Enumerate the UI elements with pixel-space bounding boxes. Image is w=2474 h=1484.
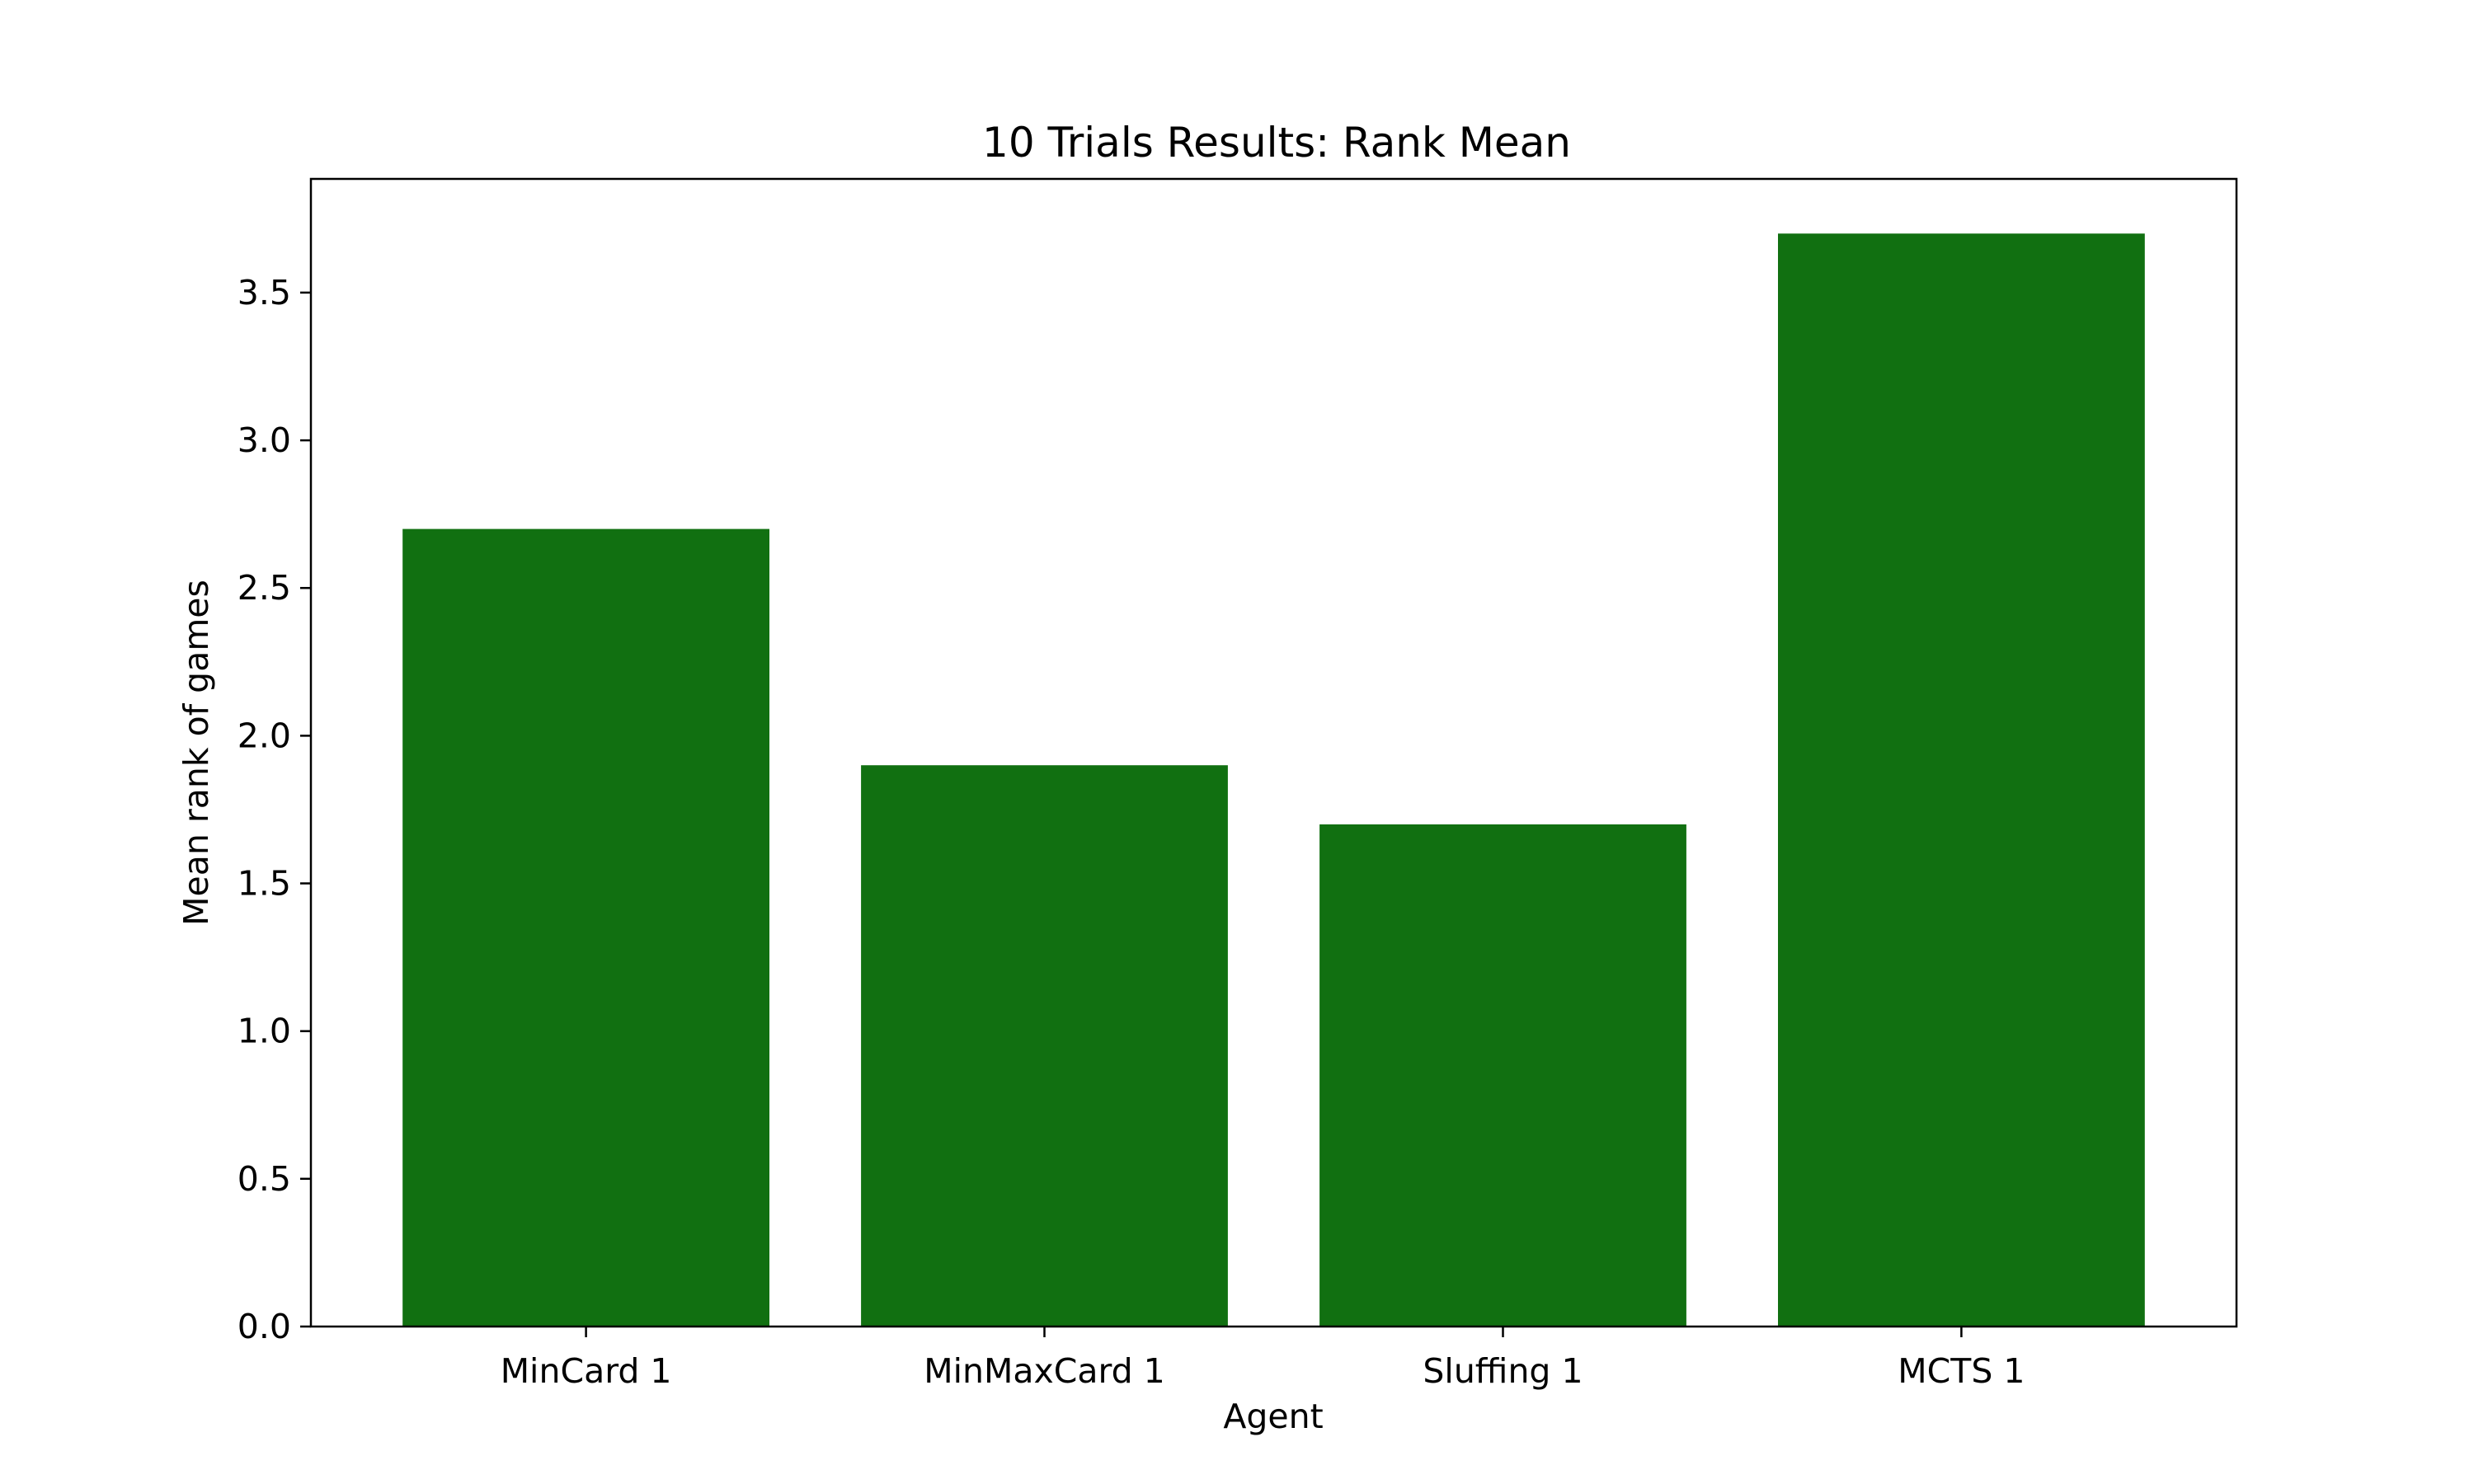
y-tick-label: 1.5 bbox=[238, 864, 291, 904]
y-axis-label: Mean rank of games bbox=[176, 580, 216, 926]
x-tick-label: Sluffing 1 bbox=[1423, 1351, 1583, 1391]
plot-frame bbox=[309, 177, 2238, 1328]
chart-title: 10 Trials Results: Rank Mean bbox=[982, 119, 1571, 167]
bar-sluffing-1 bbox=[1319, 824, 1686, 1327]
x-tick-label: MinMaxCard 1 bbox=[924, 1351, 1165, 1391]
y-tick-label: 0.0 bbox=[238, 1307, 291, 1346]
y-tick-label: 1.0 bbox=[238, 1012, 291, 1051]
y-tick-label: 3.0 bbox=[238, 420, 291, 460]
x-axis-label: Agent bbox=[1223, 1397, 1323, 1436]
y-tick-label: 3.5 bbox=[238, 273, 291, 312]
bars bbox=[402, 233, 2145, 1327]
x-tick-label: MCTS 1 bbox=[1898, 1351, 2025, 1391]
bar-minmaxcard-1 bbox=[861, 765, 1228, 1327]
y-tick-label: 2.5 bbox=[238, 568, 291, 608]
x-axis: MinCard 1 MinMaxCard 1 Sluffing 1 MCTS 1 bbox=[501, 1327, 2025, 1391]
y-axis: 0.0 0.5 1.0 1.5 2.0 2.5 3.0 3.5 bbox=[238, 273, 311, 1346]
bar-mincard-1 bbox=[402, 528, 769, 1327]
y-tick-label: 2.0 bbox=[238, 716, 291, 755]
y-tick-label: 0.5 bbox=[238, 1159, 291, 1199]
bar-mcts-1 bbox=[1778, 233, 2145, 1327]
x-tick-label: MinCard 1 bbox=[501, 1351, 672, 1391]
